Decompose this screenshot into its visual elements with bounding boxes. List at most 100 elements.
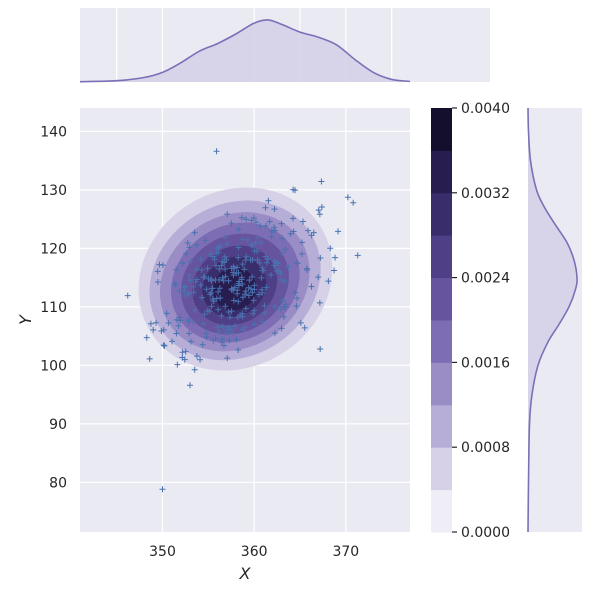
scatter-point (315, 207, 322, 214)
scatter-point (187, 382, 193, 389)
scatter-point (188, 258, 195, 265)
scatter-point (218, 312, 225, 319)
scatter-point (278, 220, 285, 227)
scatter-point (274, 259, 281, 266)
scatter-point (242, 256, 249, 263)
x-tick-labels: 350 360 370 (149, 544, 359, 560)
scatter-point (156, 261, 163, 268)
scatter-point (235, 254, 242, 261)
scatter-point (263, 284, 270, 291)
scatter-point (272, 262, 279, 269)
scatter-point (216, 244, 223, 251)
scatter-point (259, 289, 266, 296)
scatter-point (260, 267, 267, 274)
scatter-point (304, 267, 311, 274)
colorbar-ticks: 0.0000 0.0008 0.0016 0.0024 0.0032 0.0040 (452, 101, 510, 541)
scatter-point (235, 298, 242, 305)
y-tick-label: 140 (40, 124, 67, 140)
scatter-point (265, 197, 272, 204)
scatter-point (247, 285, 254, 292)
marginal-x-fill (80, 19, 410, 82)
scatter-point (217, 294, 224, 301)
scatter-point (257, 223, 264, 230)
scatter-point (285, 263, 292, 270)
scatter-point (204, 265, 211, 272)
scatter-point (191, 229, 198, 236)
scatter-point (225, 309, 232, 315)
scatter-point (243, 216, 250, 223)
scatter-point (199, 294, 206, 301)
scatter-point (231, 284, 238, 291)
scatter-point (197, 282, 204, 289)
scatter-point (169, 338, 176, 345)
scatter-point (184, 239, 191, 246)
scatter-point (238, 214, 245, 221)
scatter-point (159, 486, 166, 493)
scatter-point (235, 269, 242, 276)
scatter-point (241, 266, 248, 273)
scatter-point (250, 215, 257, 222)
colorbar-segment (431, 277, 452, 321)
scatter-point (222, 273, 229, 280)
scatter-point (206, 308, 213, 315)
scatter-point (237, 312, 244, 319)
scatter-point (252, 239, 259, 246)
scatter-point (318, 204, 325, 211)
scatter-point (335, 228, 342, 235)
scatter-point (124, 292, 131, 299)
scatter-point (223, 329, 230, 336)
scatter-point (252, 219, 259, 226)
scatter-point (262, 204, 269, 211)
colorbar: 0.0000 0.0008 0.0016 0.0024 0.0032 0.0040 (431, 101, 510, 541)
scatter-point (240, 236, 247, 243)
scatter-point (154, 268, 161, 275)
scatter-point (233, 336, 240, 343)
colorbar-segments (431, 108, 452, 533)
scatter-point (219, 323, 226, 330)
scatter-point (239, 326, 246, 333)
scatter-point (200, 320, 207, 327)
scatter-point (174, 361, 181, 368)
scatter-point (292, 289, 299, 296)
scatter-point (266, 218, 273, 225)
scatter-point (281, 278, 288, 285)
scatter-point (315, 274, 322, 281)
scatter-point (190, 283, 197, 290)
scatter-point (277, 306, 284, 313)
scatter-point (248, 273, 255, 280)
scatter-point (197, 356, 204, 363)
marginal-y-kde (527, 107, 582, 533)
scatter-point (212, 262, 219, 269)
x-tick-label: 360 (241, 544, 268, 560)
colorbar-segment (431, 235, 452, 279)
scatter-point (213, 148, 220, 155)
scatter-point (215, 288, 222, 295)
x-axis-label: X (239, 564, 252, 583)
scatter-point (317, 254, 324, 261)
scatter-point (192, 307, 199, 314)
scatter-point (153, 319, 160, 326)
scatter-point (216, 329, 223, 336)
scatter-point (253, 248, 260, 255)
scatter-point (256, 259, 263, 266)
scatter-point (293, 303, 300, 310)
scatter-point (249, 241, 256, 248)
scatter-point (147, 320, 154, 327)
scatter-point (200, 274, 207, 281)
scatter-point (143, 334, 150, 341)
scatter-point (270, 224, 277, 231)
scatter-point (227, 327, 234, 334)
scatter-point (258, 239, 265, 246)
colorbar-segment (431, 404, 452, 448)
scatter-point (245, 292, 252, 299)
scatter-point (181, 283, 188, 290)
colorbar-segment (431, 192, 452, 236)
colorbar-tick-label: 0.0040 (461, 101, 510, 117)
scatter-point (300, 218, 307, 225)
scatter-point (219, 336, 226, 343)
scatter-point (297, 319, 304, 326)
scatter-point (298, 250, 305, 257)
scatter-point (218, 262, 225, 269)
scatter-point (251, 282, 258, 289)
